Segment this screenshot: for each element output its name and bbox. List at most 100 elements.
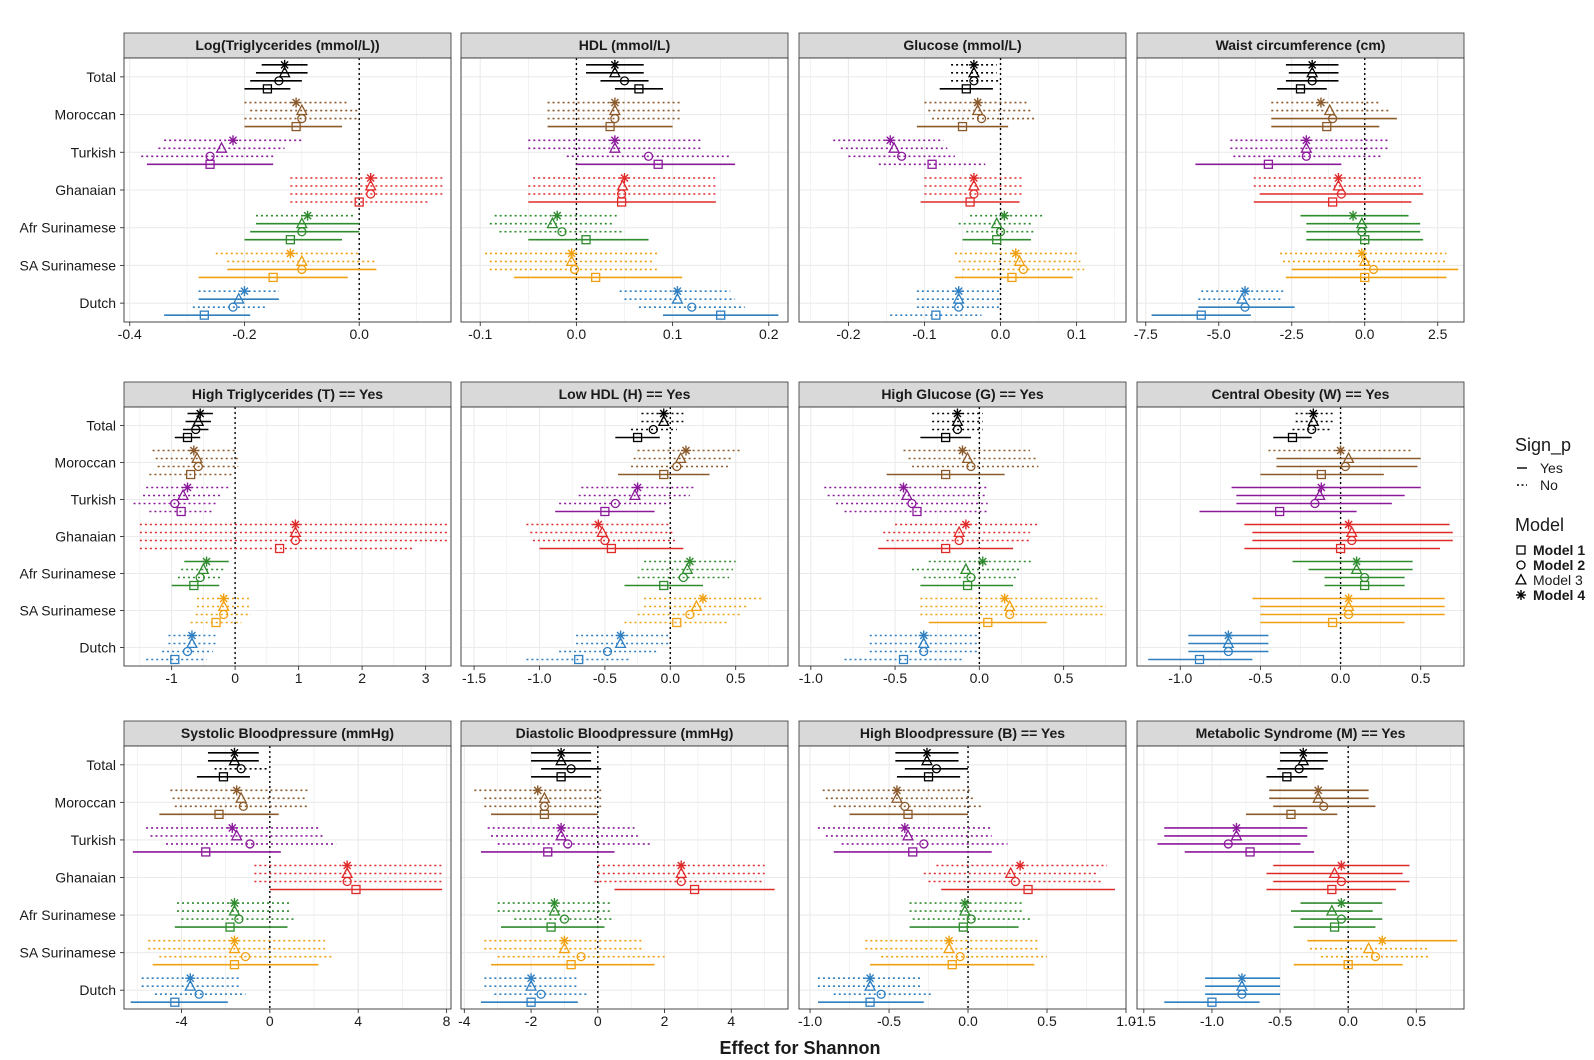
marker-model-3	[1300, 141, 1313, 153]
marker-model-3	[184, 979, 197, 991]
marker-model-3	[1222, 636, 1235, 649]
marker-model-2	[1370, 951, 1381, 962]
marker-model-2	[1368, 264, 1379, 275]
marker-model-2	[897, 151, 907, 161]
marker-model-1	[689, 884, 700, 895]
panel-3: Glucose (mmol/L) -0.2 -0.1 0.0 0.1	[798, 32, 1127, 342]
marker-model-2	[648, 424, 658, 435]
panel-border	[798, 406, 1127, 667]
panel-border	[460, 745, 789, 1010]
marker-model-1	[1327, 617, 1338, 628]
x-tick-label: 0.0	[1338, 1013, 1358, 1029]
marker-model-4	[559, 935, 570, 946]
marker-model-4	[186, 630, 197, 641]
panel-title: High Triglycerides (T) == Yes	[192, 386, 383, 402]
marker-model-2	[602, 646, 613, 657]
marker-model-1	[1329, 922, 1340, 932]
marker-model-4	[898, 482, 909, 493]
marker-model-3	[1313, 488, 1326, 501]
y-tick-label: Dutch	[79, 640, 116, 656]
marker-model-3	[295, 254, 308, 266]
marker-model-4	[684, 556, 695, 567]
x-tick-label: -2	[525, 1013, 538, 1029]
legend-sign-label: Yes	[1540, 460, 1563, 476]
marker-model-2	[900, 801, 910, 812]
panel-title: Waist circumference (cm)	[1216, 37, 1386, 53]
marker-model-1	[1322, 121, 1332, 132]
marker-model-3	[197, 562, 210, 575]
x-tick-label: -7.5	[1134, 326, 1158, 342]
marker-model-4	[697, 593, 708, 604]
marker-model-1	[218, 772, 229, 782]
x-tick-label: 0	[594, 1013, 602, 1029]
marker-model-3	[920, 753, 933, 766]
marker-model-4	[1343, 593, 1354, 604]
marker-model-2	[1359, 572, 1370, 583]
marker-model-4	[918, 630, 929, 641]
marker-model-3	[525, 979, 538, 991]
marker-model-4	[609, 97, 620, 108]
y-tick-label: Ghanaian	[55, 870, 116, 886]
panel-title: Systolic Bloodpressure (mmHg)	[181, 725, 394, 741]
marker-model-2	[563, 839, 573, 849]
marker-model-3	[1013, 254, 1026, 266]
marker-model-1	[912, 506, 922, 517]
marker-model-2	[1336, 876, 1347, 887]
facet-panels: Log(Triglycerides (mmol/L)) -0.4 -0.2 0.0 To…	[20, 32, 1465, 1029]
marker-model-1	[268, 272, 278, 283]
panel-title: Low HDL (H) == Yes	[559, 386, 691, 402]
marker-model-4	[365, 173, 376, 183]
marker-model-1	[653, 159, 663, 169]
x-tick-label: -0.5	[1248, 670, 1272, 686]
marker-model-4	[891, 785, 902, 796]
panel-title: Log(Triglycerides (mmol/L))	[195, 37, 379, 53]
marker-model-2	[566, 764, 576, 774]
y-tick-label: SA Surinamese	[20, 603, 117, 619]
marker-model-3	[1306, 66, 1319, 78]
x-tick-label: -1.0	[1168, 670, 1192, 686]
marker-model-4	[1333, 173, 1344, 183]
panel-9: Systolic Bloodpressure (mmHg) -4 0 4 8 Total M…	[20, 720, 452, 1029]
marker-model-3	[191, 451, 203, 464]
marker-model-1	[940, 432, 951, 443]
x-tick-label: 2.5	[1428, 326, 1448, 342]
marker-model-1	[1360, 235, 1370, 245]
marker-model-1	[1207, 997, 1217, 1007]
panel-8: Central Obesity (W) == Yes -1.0 -0.5 0.0 0.5	[1136, 381, 1465, 686]
x-tick-label: 1	[295, 670, 303, 686]
marker-model-1	[931, 310, 941, 320]
marker-model-4	[532, 785, 543, 796]
marker-model-2	[685, 609, 695, 620]
x-tick-label: 2	[661, 1013, 669, 1029]
marker-model-4	[1313, 785, 1324, 796]
marker-model-3	[1004, 866, 1017, 879]
marker-model-2	[966, 914, 976, 924]
marker-model-1	[170, 997, 180, 1007]
marker-model-3	[1362, 941, 1375, 954]
marker-model-4	[1351, 556, 1362, 567]
marker-model-4	[1240, 286, 1251, 297]
y-tick-label: Moroccan	[55, 794, 116, 810]
x-tick-label: 0.0	[1355, 326, 1375, 342]
marker-model-4	[229, 935, 240, 946]
marker-model-1	[229, 959, 240, 970]
panel-strip	[1136, 381, 1465, 408]
marker-model-1	[1327, 884, 1337, 895]
marker-model-1	[262, 84, 273, 94]
marker-model-4	[291, 97, 302, 108]
x-tick-label: -0.1	[468, 326, 492, 342]
x-tick-label: 0	[266, 1013, 274, 1029]
marker-model-4	[229, 898, 240, 909]
marker-model-1	[543, 847, 553, 857]
marker-model-1	[940, 543, 951, 554]
panel-5: High Triglycerides (T) == Yes -1 0 1 2 3 Total…	[20, 381, 452, 686]
x-tick-label: -1.0	[799, 670, 823, 686]
marker-model-3	[616, 179, 629, 191]
marker-model-3	[671, 292, 684, 304]
panel-strip	[798, 720, 1127, 747]
marker-model-2	[576, 951, 586, 962]
marker-model-4	[658, 408, 669, 419]
x-tick-label: 0.5	[1054, 670, 1074, 686]
marker-model-1	[634, 84, 644, 94]
